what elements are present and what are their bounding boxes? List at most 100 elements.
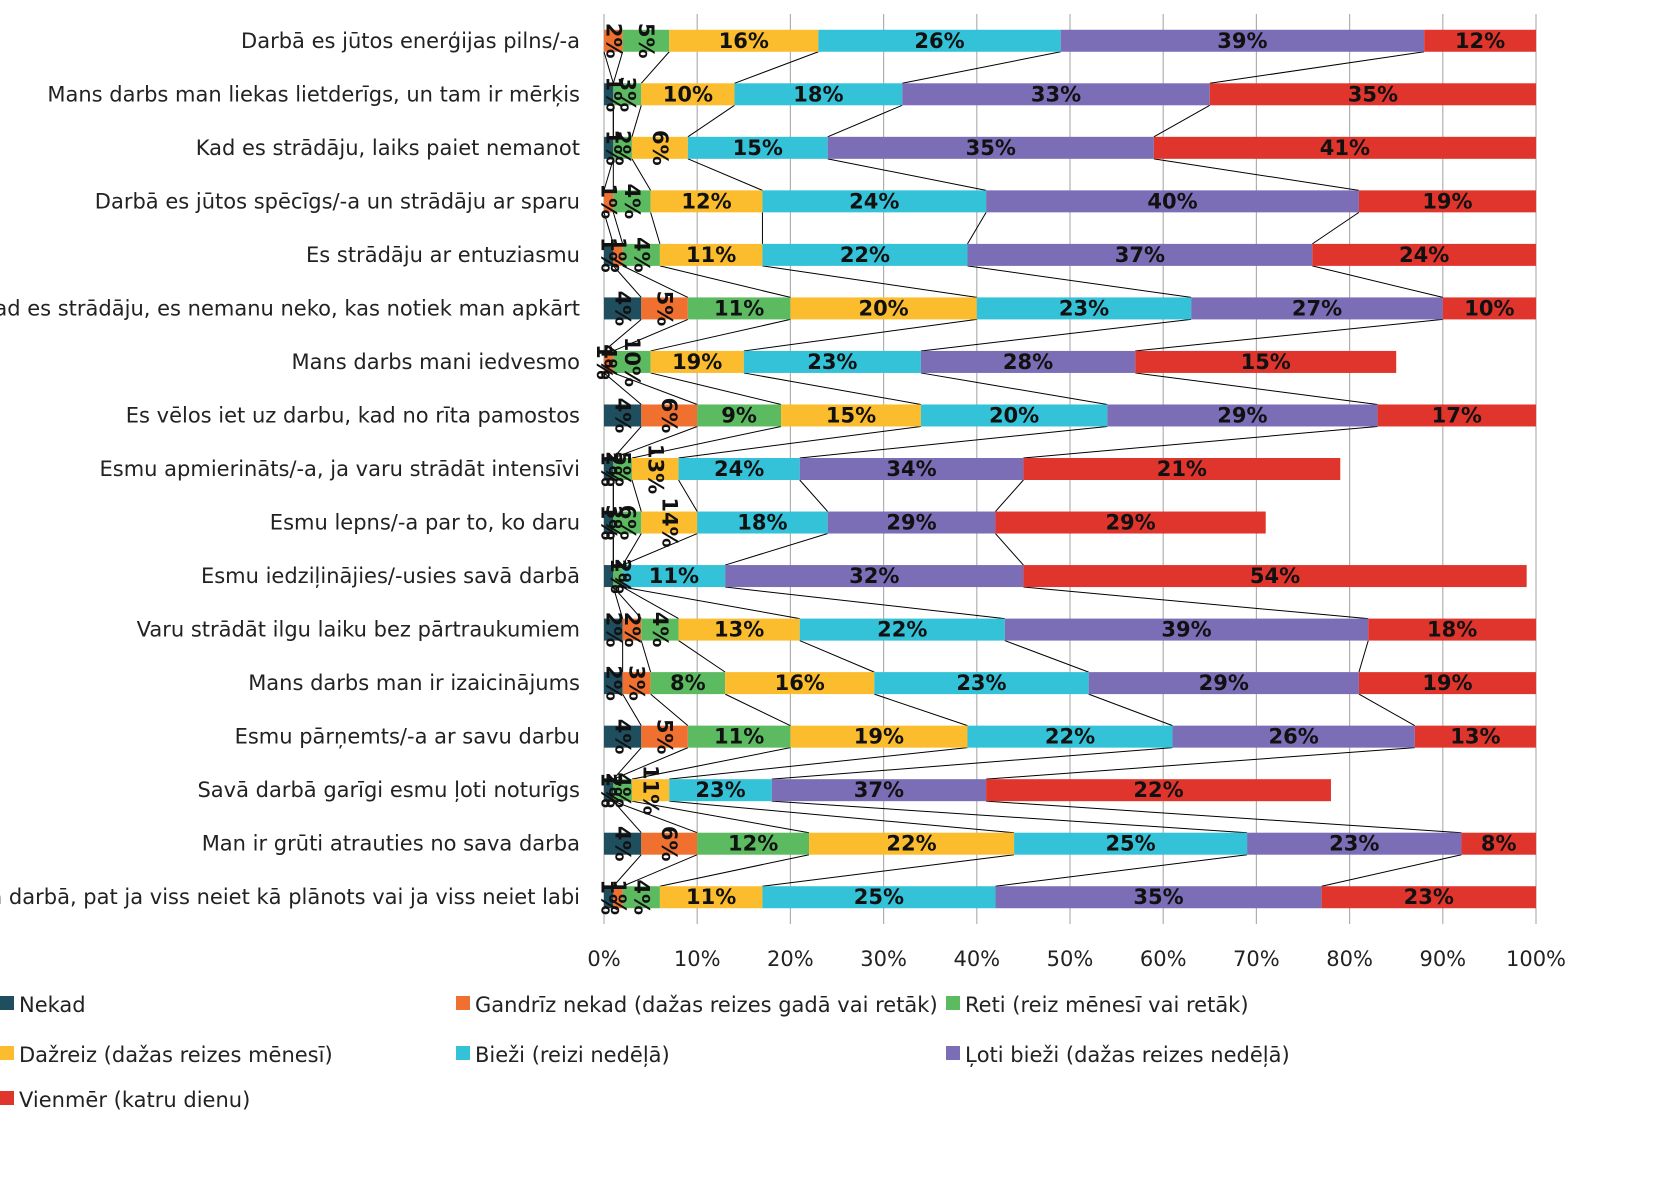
series-connector-line <box>613 372 698 405</box>
data-label: 20% <box>989 403 1039 427</box>
series-connector-line <box>613 747 689 780</box>
legend-swatch <box>946 996 960 1010</box>
data-label: 3% <box>625 665 649 701</box>
bar-segment <box>1014 832 1248 855</box>
data-label: 34% <box>886 457 936 481</box>
legend-swatch <box>946 1046 960 1060</box>
legend-swatch <box>0 1046 14 1060</box>
bar-segment <box>986 779 1331 802</box>
bar-segment <box>1107 404 1378 427</box>
x-tick-label: 60% <box>1140 947 1187 971</box>
data-label: 27% <box>1292 296 1342 320</box>
category-label: Mans darbs man liekas lietderīgs, un tam… <box>47 82 580 106</box>
data-label: 6% <box>648 130 672 166</box>
bar-segment <box>641 83 735 106</box>
bar-segment <box>622 243 660 266</box>
bar-segment <box>613 243 623 266</box>
series-connector-line <box>762 265 977 298</box>
series-connector-line <box>640 51 670 84</box>
data-label: 6% <box>615 505 639 541</box>
data-label: 35% <box>1133 885 1183 909</box>
bar-segment <box>669 779 772 802</box>
series-connector-line <box>920 318 1192 352</box>
series-connector-line <box>612 265 642 298</box>
x-tick-label: 90% <box>1419 947 1466 971</box>
x-tick-label: 10% <box>674 947 721 971</box>
data-label: 8% <box>1481 832 1517 856</box>
series-connector-line <box>1135 372 1378 405</box>
bar-segment <box>1377 404 1536 427</box>
legend-swatch <box>456 1046 470 1060</box>
data-label: 1% <box>606 237 630 273</box>
data-label: 1% <box>597 505 621 541</box>
bar-segment <box>1247 832 1462 855</box>
bar-segment <box>622 565 726 588</box>
bar-segment <box>1312 243 1536 266</box>
series-connector-line <box>612 854 642 887</box>
series-connector-line <box>603 212 614 245</box>
bar-segment <box>641 725 688 748</box>
bar-segment <box>604 725 642 748</box>
bar-segment <box>762 190 987 213</box>
bar-segment <box>976 297 1192 320</box>
series-connector-line <box>771 800 1248 834</box>
data-label: 39% <box>1161 618 1211 642</box>
bar-segment <box>1023 458 1341 480</box>
bar-segment <box>604 779 614 802</box>
series-connector-line <box>640 640 652 673</box>
series-connector-line <box>631 425 782 459</box>
series-connector-line <box>612 586 624 619</box>
data-label: 11% <box>649 564 699 588</box>
series-connector-line <box>762 854 1015 887</box>
bar-segment <box>920 404 1108 427</box>
bar-segment <box>762 886 996 909</box>
bar-segment <box>967 725 1173 748</box>
bar-segment <box>1172 725 1415 748</box>
series-connector-line <box>995 479 1024 512</box>
data-label: 35% <box>966 136 1016 160</box>
data-label: 8% <box>670 671 706 695</box>
data-label: 1% <box>606 879 630 915</box>
bar-segment <box>641 297 688 320</box>
bar-segment <box>697 832 810 855</box>
bar-segment <box>1023 565 1527 588</box>
bar-segment <box>631 458 679 480</box>
series-connector-line <box>613 426 698 459</box>
x-tick-label: 50% <box>1047 947 1094 971</box>
data-label: 19% <box>1422 671 1472 695</box>
data-label: 23% <box>1404 885 1454 909</box>
data-label: 13% <box>643 444 667 494</box>
category-label: Es strādāju ar entuziasmu <box>306 243 580 267</box>
data-label: 3% <box>601 505 625 541</box>
series-connector-line <box>613 800 698 834</box>
data-label: 1% <box>597 879 621 915</box>
bar-segment <box>1004 618 1369 641</box>
legend-label: Reti (reiz mēnesī vai retāk) <box>965 993 1249 1017</box>
series-connector-line <box>827 158 987 191</box>
series-connector-line <box>612 51 624 84</box>
category-label: Esmu iedziļinājies/-usies savā darbā <box>201 564 580 588</box>
legend-label: Dažreiz (dažas reizes mēnesī) <box>19 1043 333 1067</box>
legend: Nekad Gandrīz nekad (dažas reizes gadā va… <box>0 993 1290 1112</box>
bar-segment <box>799 458 1024 480</box>
series-connector-line <box>1312 265 1443 298</box>
bar-segment <box>697 404 782 427</box>
data-label: 4% <box>611 772 635 808</box>
bar-segment <box>659 243 763 266</box>
bar-segment <box>604 297 642 320</box>
category-label: Kad es strādāju, laiks paiet nemanot <box>196 136 580 160</box>
data-label: 4% <box>611 291 635 327</box>
series-connector-line <box>995 533 1024 566</box>
series-connector-line <box>967 265 1192 298</box>
data-label: 1% <box>597 772 621 808</box>
data-label: 2% <box>601 451 625 487</box>
bar-segment <box>604 672 623 695</box>
series-connector-line <box>743 372 921 405</box>
data-label: 23% <box>1059 296 1109 320</box>
data-label: 18% <box>793 82 843 106</box>
data-label: 2% <box>611 130 635 166</box>
bar-segment <box>827 511 996 534</box>
data-label: 23% <box>695 778 745 802</box>
series-connector-line <box>771 747 1173 780</box>
series-connector-line <box>799 479 829 512</box>
